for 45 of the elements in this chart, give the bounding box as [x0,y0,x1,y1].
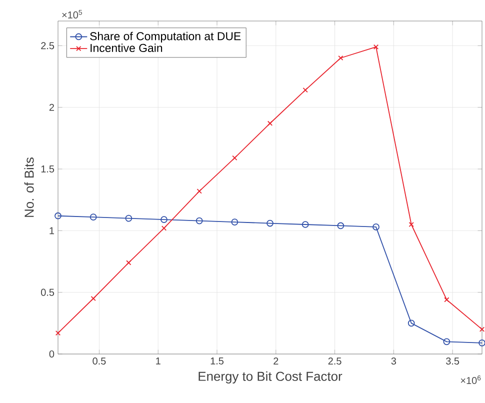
x-tick-label: 2.5 [328,358,342,365]
point [338,55,344,61]
point [443,338,450,346]
text: ×10$^{6}$ [460,375,481,384]
y-axis-title: No. of Bits [24,157,34,217]
point [231,218,238,226]
point [479,326,485,332]
legend-label: Share of Computation at DUE [90,32,241,43]
point [302,221,309,228]
y-tick-label: 1.5 [41,166,54,172]
point [373,44,379,50]
point [444,297,450,302]
y-tick-label: 2 [49,104,54,111]
point [408,320,415,327]
point [337,222,344,230]
point [90,214,97,221]
point [90,296,96,302]
y-tick-label: 0.5 [41,288,54,296]
y-tick-label: 0 [49,350,54,358]
y-tick-label: 1 [50,227,54,234]
point [372,224,380,230]
point [232,155,238,160]
point [196,188,202,194]
point [302,88,308,93]
point [266,220,274,227]
point [160,216,168,224]
point [54,212,62,220]
text: ×10$^{5}$ [62,10,82,18]
x-tick-label: 3 [391,358,396,365]
y-tick-label: 2.5 [41,42,54,50]
x-tick-label: 2 [274,358,278,364]
point [478,339,485,346]
x-tick-label: 3.5 [446,358,460,365]
point [55,330,61,336]
point [126,260,132,266]
point [125,214,132,222]
point [267,120,273,126]
x-tick-label: 1 [156,358,160,364]
x-tick-label: 1.5 [210,358,224,364]
x-tick-label: 0.5 [92,358,106,365]
point [196,217,203,224]
x-axis-title: Energy to Bit Cost Factor [198,371,342,384]
legend-label: Incentive Gain [90,44,162,52]
point [408,222,414,228]
point [161,226,167,231]
